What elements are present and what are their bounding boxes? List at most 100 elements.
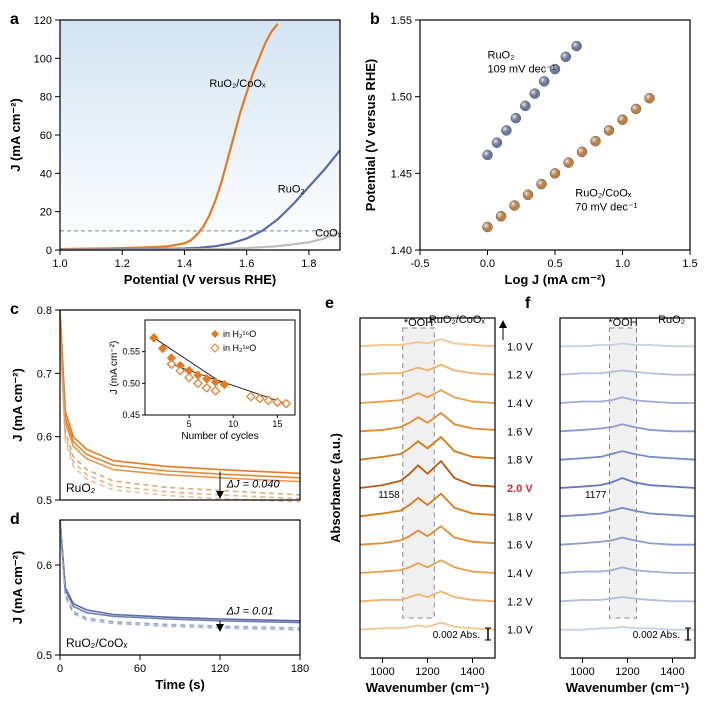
delta-label: ΔJ = 0.040 [226,478,281,490]
svg-text:0.5: 0.5 [37,495,52,507]
voltage-label: 1.0 V [507,341,533,353]
svg-text:1.50: 1.50 [391,92,412,104]
x-axis-label: Time (s) [155,677,205,692]
panel-label: b [370,11,380,28]
svg-text:0.7: 0.7 [37,368,52,380]
x-axis-label: Wavenumber (cm⁻¹) [566,680,689,695]
panel-title: RuO₂ [658,314,685,326]
scale-bar-label: 0.002 Abs. [433,630,480,641]
panel-label: f [525,295,531,312]
svg-text:1.40: 1.40 [391,245,412,257]
voltage-label: 1.2 V [507,596,533,608]
svg-text:1.0: 1.0 [615,258,630,270]
svg-text:60: 60 [40,130,52,142]
y-axis-label: J (mA cm⁻²) [8,98,23,172]
peak-label: *OOH [608,317,637,329]
inset-ylabel: J (mA cm⁻²) [109,341,120,395]
panel-e: e*OOH1158RuO₂/CoOₓ1.0 V1.2 V1.4 V1.6 V1.… [325,295,533,695]
scale-bar-label: 0.002 Abs. [633,630,680,641]
panel-label: c [10,301,19,318]
svg-text:0.6: 0.6 [37,560,52,572]
svg-text:1.8: 1.8 [301,258,316,270]
svg-text:10: 10 [228,419,238,429]
figure-canvas: a RuO₂/CoOₓ RuO₂ CoOₓ 1.0 1.2 1.4 1.6 1.8 0 20 40 60… [0,0,718,708]
y-axis-label: J (mA cm⁻²) [10,368,25,442]
inset-xlabel: Number of cycles [181,431,258,442]
series-label: RuO₂/CoOₓ [209,78,266,90]
svg-text:1.5: 1.5 [682,258,697,270]
svg-text:0.55: 0.55 [122,347,140,357]
svg-text:180: 180 [291,663,309,675]
voltage-label: 1.4 V [507,398,533,410]
svg-text:0.5: 0.5 [37,650,52,662]
svg-text:100: 100 [34,53,52,65]
svg-text:80: 80 [40,92,52,104]
panel-a: a RuO₂/CoOₓ RuO₂ CoOₓ 1.0 1.2 1.4 1.6 1.8 0 20 40 60… [8,11,342,287]
series-label: CoOₓ [315,228,342,240]
svg-text:1.6: 1.6 [239,258,254,270]
voltage-label: 1.4 V [507,568,533,580]
panel-c: c ΔJ = 0.040 RuO₂ 0.5 0.6 0.7 0.8 J (mA cm⁻²) 5 1… [10,301,300,507]
y-axis-label: Potential (V versus RHE) [363,59,378,211]
panel-title: RuO₂ [66,481,96,495]
panel-label: a [10,11,19,28]
svg-text:0.45: 0.45 [122,410,140,420]
voltage-label: 1.8 V [507,455,533,467]
spectrum-trace [360,623,495,630]
svg-text:-0.5: -0.5 [411,258,430,270]
svg-text:0.5: 0.5 [547,258,562,270]
svg-text:0.6: 0.6 [37,432,52,444]
series-sublabel: 109 mV dec⁻¹ [488,63,557,75]
voltage-label: 2.0 V [507,483,533,495]
panel-b: b RuO₂ 109 mV dec⁻¹ RuO₂/CoOₓ 70 mV dec⁻¹ -0.… [363,11,698,287]
svg-text:1.2: 1.2 [115,258,130,270]
inset-legend: in H₂¹⁶O [223,329,256,339]
panel-f: f *OOH 1177 RuO₂ 0.002 Abs. 1000 1200 1400 Waven… [525,295,695,695]
svg-text:15: 15 [272,419,282,429]
voltage-label: 1.6 V [507,426,533,438]
y-axis-label: J (mA cm⁻²) [10,551,25,625]
svg-text:120: 120 [34,15,52,27]
x-axis-label: Log J (mA cm⁻²) [505,272,606,287]
series-sublabel: 70 mV dec⁻¹ [575,201,637,213]
svg-text:0: 0 [46,245,52,257]
voltage-label: 1.8 V [507,511,533,523]
svg-text:1200: 1200 [415,666,439,678]
svg-text:0.0: 0.0 [480,258,495,270]
series-label: RuO₂ [488,49,515,61]
svg-text:1.55: 1.55 [391,15,412,27]
panel-title: RuO₂/CoOₓ [66,636,127,650]
panel-label: e [325,295,334,312]
series-label: RuO₂/CoOₓ [575,187,632,199]
svg-text:40: 40 [40,168,52,180]
svg-text:1000: 1000 [370,666,394,678]
svg-text:1000: 1000 [570,666,594,678]
y-axis-label: Absorbance (a.u.) [328,433,343,543]
voltage-label: 1.0 V [507,625,533,637]
svg-text:0: 0 [57,663,63,675]
svg-text:1400: 1400 [660,666,684,678]
panel-label: d [10,511,20,528]
voltage-label: 1.2 V [507,370,533,382]
svg-text:120: 120 [211,663,229,675]
svg-text:1.4: 1.4 [177,258,192,270]
delta-label: ΔJ = 0.01 [226,606,274,618]
peak-position-label: 1158 [378,490,400,501]
svg-text:0.50: 0.50 [122,378,140,388]
x-axis-label: Wavenumber (cm⁻¹) [366,680,489,695]
panel-d: d ΔJ = 0.01 RuO₂/CoOₓ 0.5 0.6 0 60 120 180 J (mA … [10,511,309,692]
panel-title: RuO₂/CoOₓ [429,314,486,326]
x-axis-label: Potential (V versus RHE) [124,272,276,287]
series-label: RuO₂ [278,184,305,196]
svg-text:1.0: 1.0 [52,258,67,270]
inset-legend: in H₂¹⁸O [223,343,256,353]
svg-text:5: 5 [187,419,192,429]
svg-text:1.45: 1.45 [391,168,412,180]
svg-text:1400: 1400 [460,666,484,678]
svg-text:1200: 1200 [615,666,639,678]
svg-text:60: 60 [134,663,146,675]
voltage-label: 1.6 V [507,540,533,552]
peak-position-label: 1177 [585,490,607,501]
svg-text:20: 20 [40,207,52,219]
svg-text:0.8: 0.8 [37,305,52,317]
